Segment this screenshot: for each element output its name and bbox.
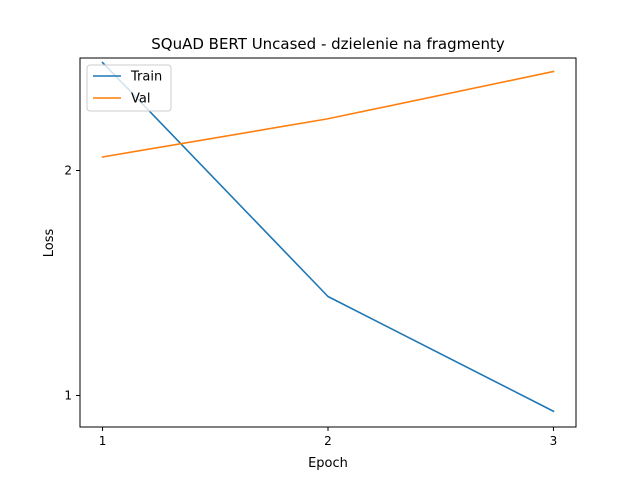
x-axis-label: Epoch xyxy=(308,456,348,471)
plot-background xyxy=(80,58,576,427)
series-group xyxy=(101,61,555,413)
legend: Train Val xyxy=(86,64,172,112)
legend-item-val: Val xyxy=(93,92,150,107)
series-line-train xyxy=(101,61,555,413)
y-axis: 12 xyxy=(64,164,80,403)
x-axis: 1 2 3 xyxy=(99,427,558,448)
x-tick-label: 1 xyxy=(99,434,107,448)
legend-item-train: Train xyxy=(93,70,162,85)
series-line-val xyxy=(101,70,555,158)
x-tick-label: 2 xyxy=(324,434,332,448)
y-tick-label: 1 xyxy=(64,389,72,403)
y-axis-label: Loss xyxy=(42,229,57,258)
chart-title: SQuAD BERT Uncased - dzielenie na fragme… xyxy=(151,35,505,53)
y-tick-label: 2 xyxy=(64,164,72,178)
legend-label: Val xyxy=(131,92,150,107)
x-tick-label: 3 xyxy=(550,434,558,448)
legend-label: Train xyxy=(130,70,162,85)
